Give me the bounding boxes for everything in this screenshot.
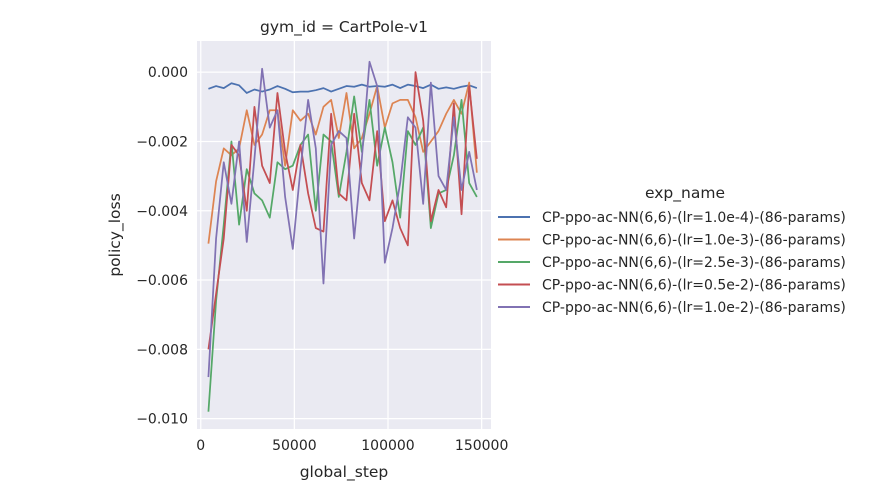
y-tick-label: −0.008 — [136, 342, 188, 358]
series-line-4 — [207, 71, 478, 350]
plot-area — [197, 41, 491, 429]
x-tick-label: 0 — [196, 438, 205, 454]
x-tick-label: 50000 — [272, 438, 317, 454]
x-axis-label: global_step — [300, 463, 389, 482]
legend-entry-3: CP-ppo-ac-NN(6,6)-(lr=2.5e-3)-(86-params… — [542, 255, 846, 271]
y-tick-label: 0.000 — [148, 65, 188, 81]
legend-title: exp_name — [645, 184, 725, 203]
series-line-3 — [207, 95, 478, 412]
series-line-5 — [207, 60, 478, 378]
chart-title: gym_id = CartPole-v1 — [260, 18, 428, 37]
y-tick-label: −0.006 — [136, 273, 188, 289]
y-axis-ticks: 0.000 −0.002 −0.004 −0.006 −0.008 −0.010 — [136, 65, 188, 427]
x-axis-ticks: 0 50000 100000 150000 — [196, 438, 508, 454]
y-axis-label: policy_loss — [106, 193, 125, 276]
y-tick-label: −0.004 — [136, 204, 188, 220]
series-lines — [207, 60, 478, 412]
x-tick-label: 100000 — [361, 438, 414, 454]
legend-entry-5: CP-ppo-ac-NN(6,6)-(lr=1.0e-2)-(86-params… — [542, 300, 846, 316]
y-tick-label: −0.010 — [136, 412, 188, 428]
series-line-2 — [207, 81, 478, 244]
legend-entry-1: CP-ppo-ac-NN(6,6)-(lr=1.0e-4)-(86-params… — [542, 210, 846, 226]
series-line-1 — [208, 82, 478, 94]
x-tick-label: 150000 — [455, 438, 508, 454]
legend-entry-4: CP-ppo-ac-NN(6,6)-(lr=0.5e-2)-(86-params… — [542, 278, 846, 294]
y-tick-label: −0.002 — [136, 134, 188, 150]
legend: exp_name CP-ppo-ac-NN(6,6)-(lr=1.0e-4)-(… — [498, 184, 846, 316]
legend-entry-2: CP-ppo-ac-NN(6,6)-(lr=1.0e-3)-(86-params… — [542, 233, 846, 249]
